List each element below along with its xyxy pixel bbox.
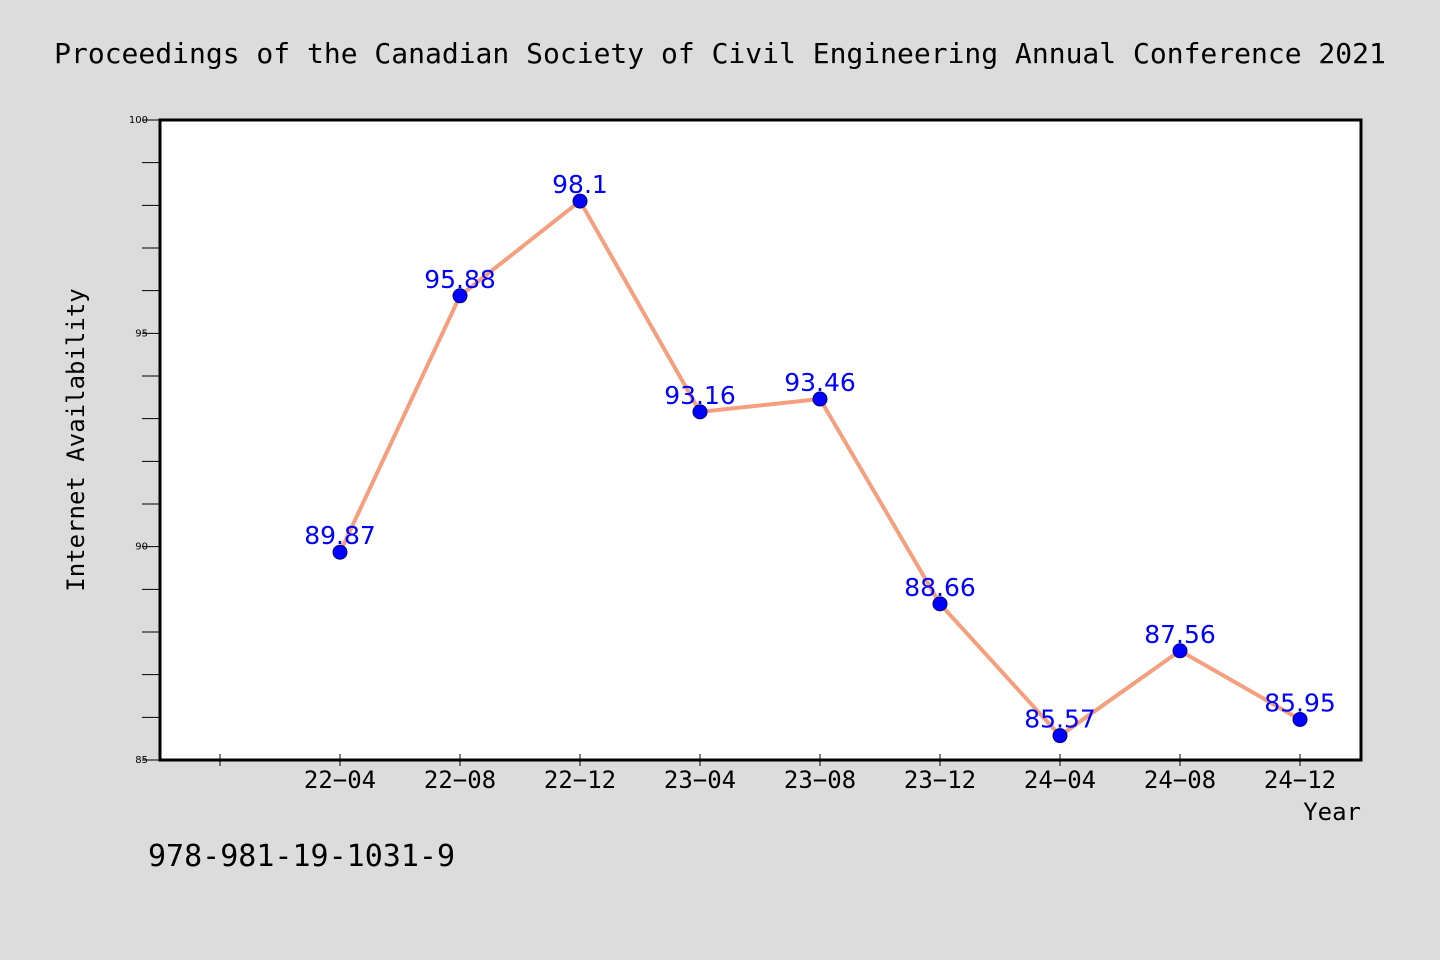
x-tick-label: 23−12: [904, 766, 976, 794]
data-labels: 89.87 95.88 98.1 93.16 93.46 88.66 85.57 87.56 8…: [304, 170, 1336, 734]
plot-frame: [158, 118, 1363, 762]
x-tick-label: 24−04: [1024, 766, 1096, 794]
y-tick-label: 95: [135, 328, 148, 339]
data-point: [1052, 728, 1068, 744]
data-label: 85.57: [1024, 705, 1096, 734]
data-label: 88.66: [904, 573, 976, 602]
data-label: 95.88: [424, 265, 496, 294]
x-tick-label: 24−12: [1264, 766, 1336, 794]
data-label: 98.1: [552, 170, 608, 199]
y-axis-label: Internet Availability: [62, 288, 90, 591]
data-point: [932, 596, 948, 612]
x-tick-label: 23−04: [664, 766, 736, 794]
y-tick-label: 90: [135, 542, 148, 553]
x-tick-label: 22−08: [424, 766, 496, 794]
data-point: [1292, 711, 1308, 727]
data-label: 87.56: [1144, 620, 1216, 649]
x-tick-label: 22−12: [544, 766, 616, 794]
x-axis-label: Year: [1303, 798, 1361, 826]
data-point: [332, 544, 348, 560]
x-tick-label: 22−04: [304, 766, 376, 794]
data-label: 85.95: [1264, 688, 1336, 717]
y-tick-label: 85: [135, 755, 148, 766]
isbn-footnote: 978-981-19-1031-9: [148, 839, 455, 874]
y-tick-label: 100: [129, 115, 148, 126]
y-axis-ticks: 85 90 95 100: [129, 115, 160, 766]
data-point: [692, 404, 708, 420]
data-point: [1172, 643, 1188, 659]
data-point: [452, 288, 468, 304]
data-label: 93.46: [784, 368, 856, 397]
chart-title: Proceedings of the Canadian Society of C…: [54, 37, 1386, 70]
x-tick-label: 24−08: [1144, 766, 1216, 794]
data-label: 89.87: [304, 521, 376, 550]
data-markers: [332, 193, 1308, 744]
data-point: [572, 193, 588, 209]
plot-area: [160, 120, 1361, 760]
x-tick-label: 23−08: [784, 766, 856, 794]
data-point: [812, 391, 828, 407]
data-label: 93.16: [664, 381, 736, 410]
